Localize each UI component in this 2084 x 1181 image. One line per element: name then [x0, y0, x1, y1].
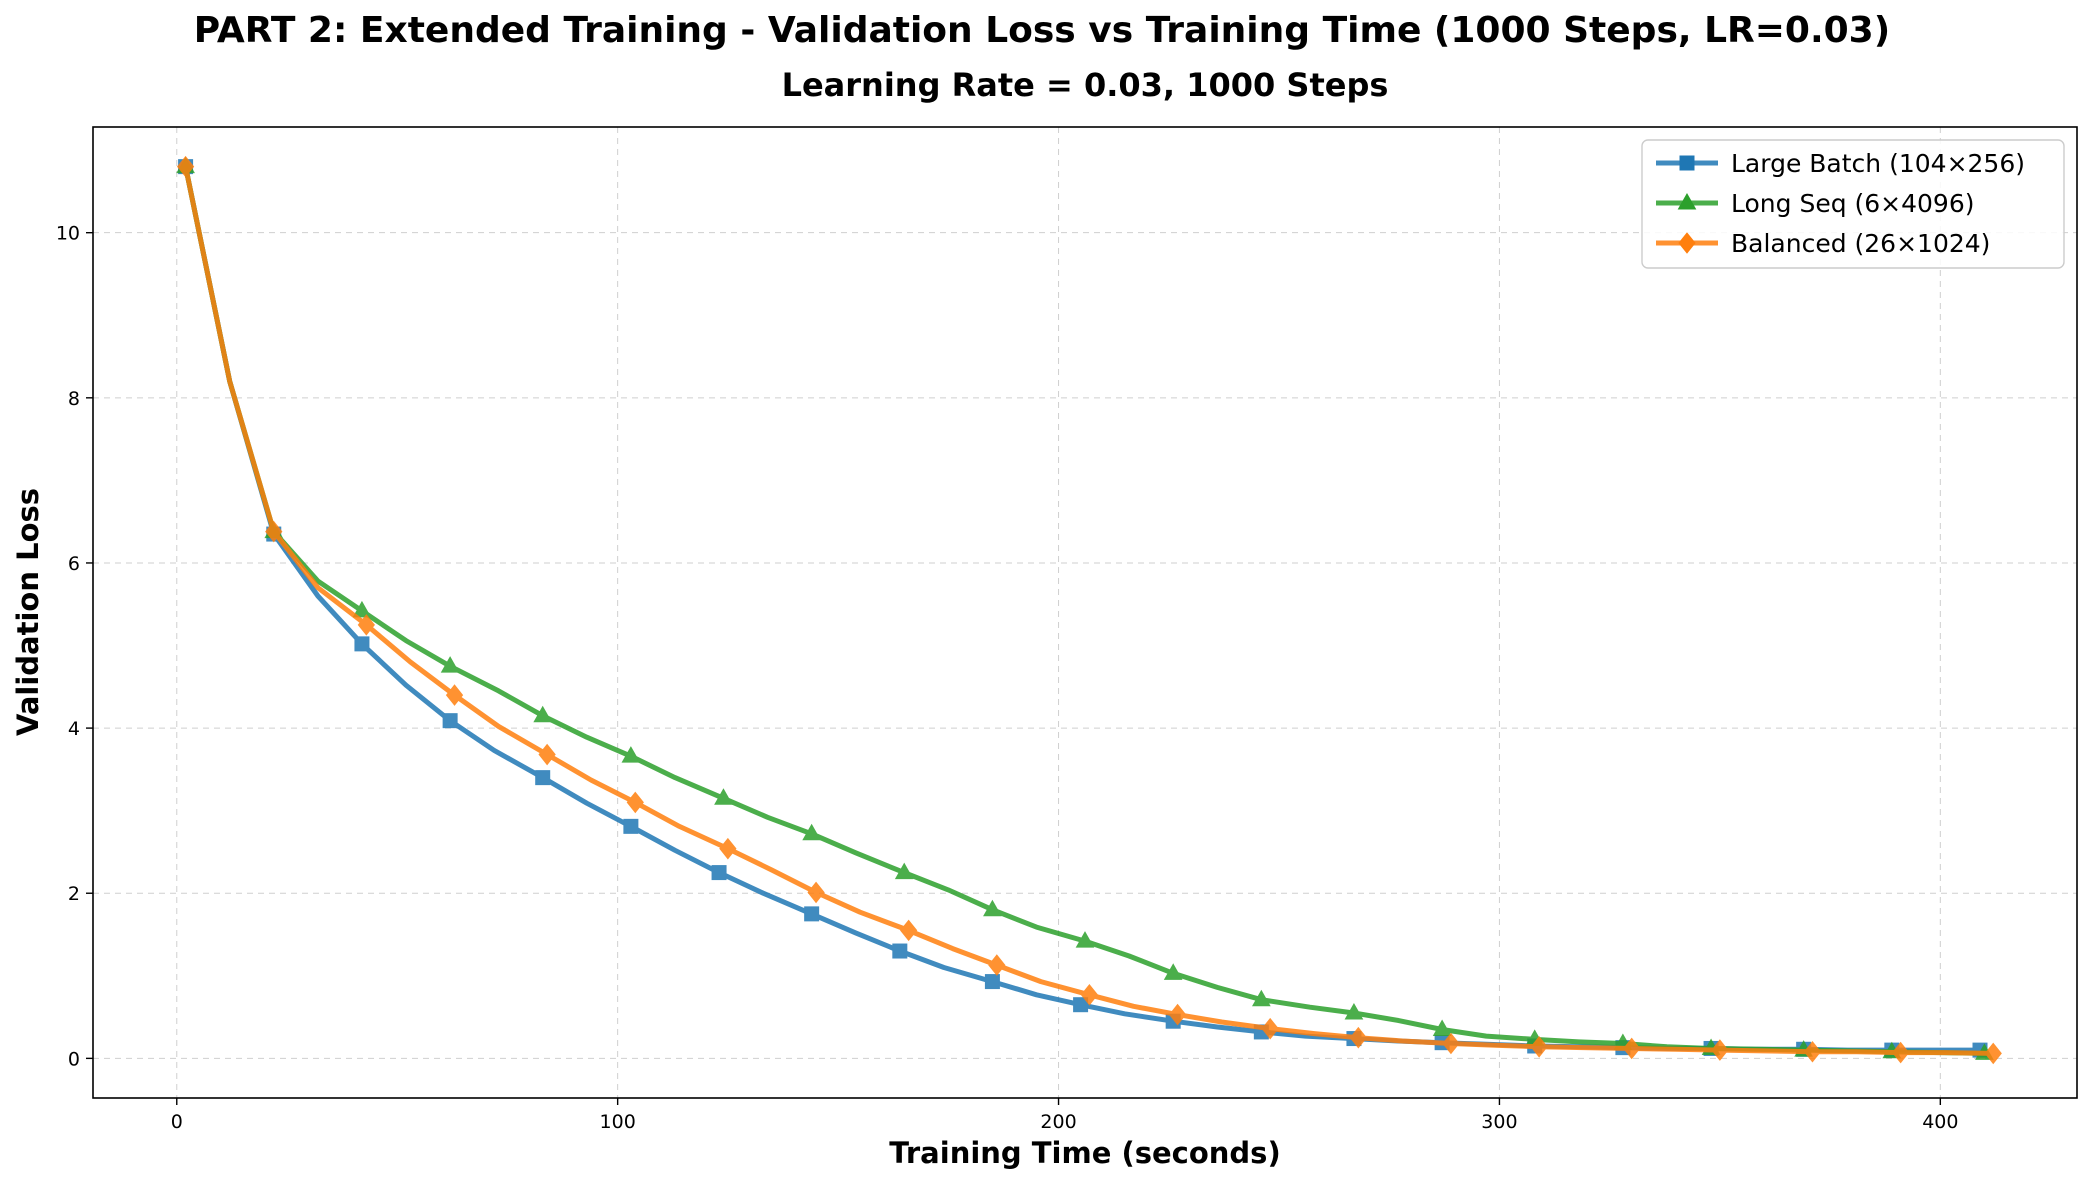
data-point	[714, 788, 733, 805]
y-tick-label: 6	[68, 553, 80, 575]
x-tick-label: 200	[1040, 1111, 1076, 1133]
axis-ticks: 0 100 200 300 400 0 2 4 6 8 10	[56, 223, 1959, 1133]
data-point	[1530, 1036, 1548, 1058]
chart-title: PART 2: Extended Training - Validation L…	[194, 10, 1890, 51]
data-point	[1892, 1041, 1910, 1064]
data-point	[988, 954, 1006, 976]
data-point	[1349, 1026, 1367, 1049]
data-point	[1075, 931, 1095, 948]
x-tick-label: 100	[600, 1111, 636, 1133]
y-tick-label: 2	[68, 883, 80, 905]
data-point	[354, 636, 370, 652]
data-point	[1080, 983, 1099, 1006]
chart-subtitle: Learning Rate = 0.03, 1000 Steps	[782, 66, 1389, 104]
data-point	[1168, 1003, 1187, 1026]
legend: Large Batch (104×256) Long Seq (6×4096) Ba…	[1641, 139, 2065, 269]
x-axis-label: Training Time (seconds)	[889, 1136, 1280, 1170]
legend-label: Large Batch (104×256)	[1731, 149, 2025, 178]
data-point	[1711, 1039, 1729, 1061]
data-point	[440, 656, 460, 673]
data-point	[719, 837, 737, 860]
grid	[93, 127, 2077, 1098]
data-point	[1251, 989, 1271, 1007]
data-point	[623, 818, 639, 834]
plot-frame	[92, 126, 2078, 1099]
data-point	[1163, 963, 1183, 980]
x-tick-label: 0	[171, 1111, 183, 1133]
data-point	[802, 823, 822, 841]
y-axis-label: Validation Loss	[11, 488, 45, 736]
data-point	[533, 705, 553, 723]
data-point	[984, 974, 1000, 990]
legend-entry: Balanced (26×1024)	[1656, 229, 1990, 258]
data-point	[892, 943, 908, 959]
legend-label: Balanced (26×1024)	[1731, 229, 1990, 258]
legend-entry: Long Seq (6×4096)	[1656, 189, 1975, 218]
data-point	[621, 746, 641, 763]
legend-entry: Large Batch (104×256)	[1656, 149, 2025, 178]
y-tick-label: 10	[56, 223, 80, 245]
y-tick-label: 0	[68, 1048, 80, 1070]
data-point	[176, 155, 195, 178]
data-point	[265, 520, 283, 543]
legend-label: Long Seq (6×4096)	[1731, 189, 1975, 218]
series-layer	[176, 155, 2002, 1065]
legend-marker	[1677, 192, 1697, 210]
data-point	[357, 614, 375, 636]
data-point	[1623, 1037, 1641, 1060]
data-point	[535, 770, 551, 786]
data-point	[538, 743, 556, 766]
y-tick-label: 8	[68, 388, 80, 410]
x-tick-label: 300	[1481, 1111, 1517, 1133]
data-point	[900, 919, 918, 942]
data-point	[894, 862, 914, 880]
data-point	[1984, 1042, 2002, 1065]
data-point	[807, 881, 825, 904]
data-point	[352, 600, 372, 618]
data-point	[983, 899, 1002, 917]
data-point	[711, 865, 727, 881]
data-point	[1432, 1019, 1452, 1036]
data-point	[1073, 997, 1089, 1013]
y-tick-label: 4	[68, 718, 80, 740]
data-point	[804, 906, 820, 922]
data-point	[626, 791, 644, 814]
data-point	[445, 684, 464, 706]
legend-marker	[1678, 232, 1696, 254]
data-point	[442, 713, 458, 729]
data-point	[1803, 1040, 1822, 1063]
data-point	[1261, 1017, 1279, 1040]
x-tick-label: 400	[1922, 1111, 1958, 1133]
data-point	[1442, 1032, 1460, 1055]
legend-box	[1641, 139, 2065, 269]
legend-marker	[1679, 155, 1695, 171]
data-point	[1344, 1002, 1364, 1020]
series-diamond	[176, 155, 2002, 1065]
